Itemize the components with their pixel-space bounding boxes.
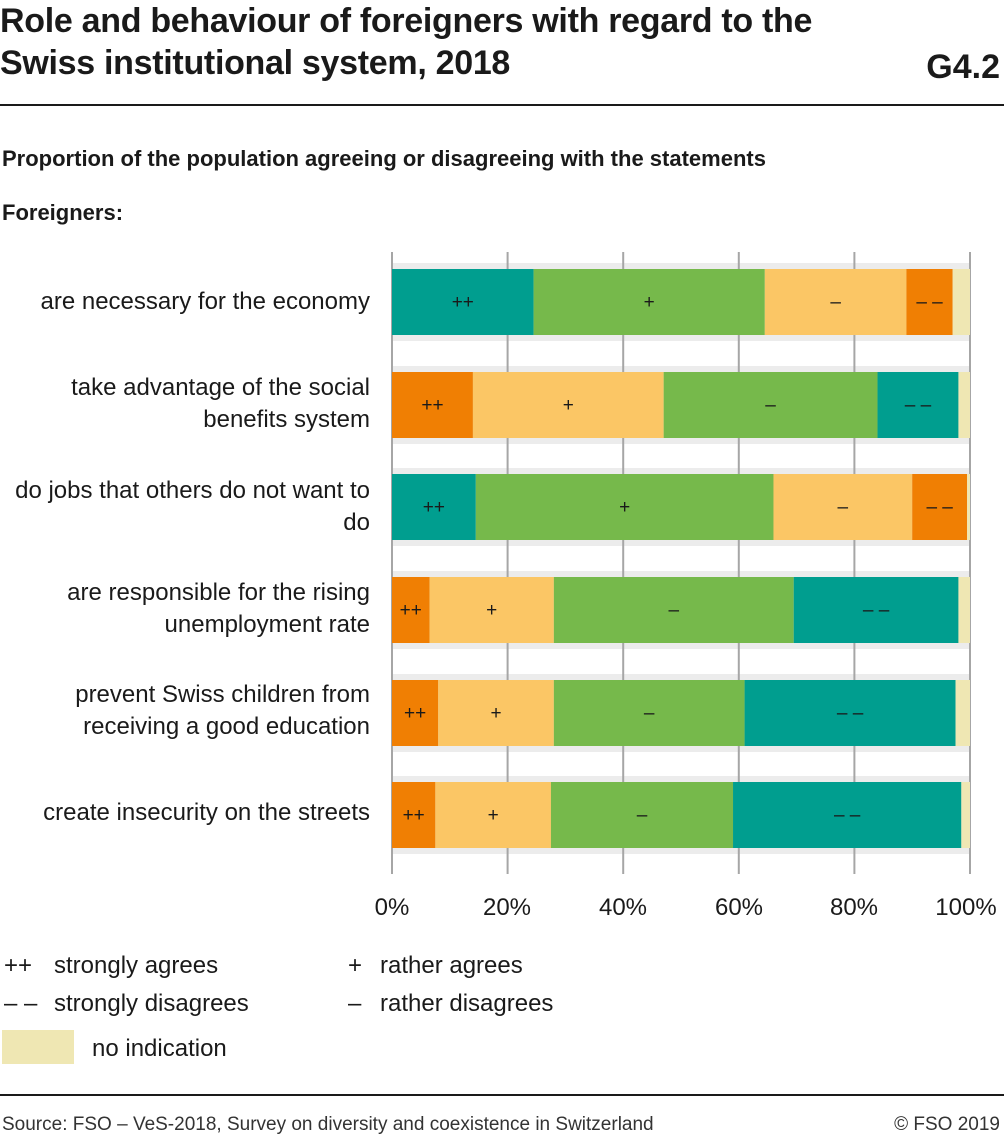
legend-strongly-agrees: ++ strongly agrees bbox=[4, 952, 218, 980]
bar-segment bbox=[435, 782, 551, 848]
category-label: are necessary for the economy bbox=[40, 288, 371, 315]
bar-segment bbox=[955, 680, 970, 746]
bar-segment bbox=[958, 577, 970, 643]
bar-segment bbox=[773, 474, 913, 540]
segment-label: – – bbox=[926, 497, 953, 518]
segment-label: – bbox=[765, 395, 776, 416]
segment-label: – bbox=[838, 497, 849, 518]
footer-divider bbox=[0, 1094, 1004, 1096]
chart-title: Role and behaviour of foreigners with re… bbox=[0, 2, 813, 82]
group-label: Foreigners: bbox=[2, 200, 124, 225]
bar-segment bbox=[392, 782, 436, 848]
segment-label: – bbox=[830, 292, 841, 313]
segment-label: ++ bbox=[403, 805, 425, 826]
category-label: do jobs that others do not want to do bbox=[15, 477, 370, 536]
category-label: take advantage of the social benefits sy… bbox=[71, 374, 370, 433]
source-note: Source: FSO – VeS-2018, Survey on divers… bbox=[2, 1114, 654, 1135]
title-divider bbox=[0, 104, 1004, 106]
bar-segment bbox=[967, 474, 970, 540]
bar-segment bbox=[877, 372, 959, 438]
x-tick-label: 40% bbox=[598, 894, 648, 921]
bar-segment bbox=[952, 269, 970, 335]
stacked-bar-chart: ++ + – – –++ + – – –++ + – – –++ + – – –++ + – – –++ + – –… bbox=[391, 252, 971, 874]
legend-label: strongly agrees bbox=[54, 952, 219, 979]
plot-area bbox=[392, 252, 970, 866]
bar-segment bbox=[475, 474, 774, 540]
bar-segment bbox=[429, 577, 554, 643]
segment-label: + bbox=[486, 600, 497, 621]
bar-segment bbox=[553, 577, 794, 643]
bar-segment bbox=[392, 372, 473, 438]
legend-label: rather agrees bbox=[380, 952, 523, 979]
legend-symbol: – – bbox=[4, 990, 38, 1017]
bar-segment bbox=[912, 474, 968, 540]
chart-code: G4.2 bbox=[926, 48, 1000, 86]
legend-label: strongly disagrees bbox=[54, 990, 249, 1017]
segment-label: + bbox=[563, 395, 574, 416]
bar-segment bbox=[764, 269, 907, 335]
bar-segment bbox=[553, 680, 745, 746]
chart-subtitle: Proportion of the population agreeing or… bbox=[2, 146, 766, 171]
bar-segment bbox=[663, 372, 878, 438]
x-tick-label: 0% bbox=[374, 894, 410, 921]
segment-label: – bbox=[637, 805, 648, 826]
segment-label: – – bbox=[834, 805, 861, 826]
bar-segment bbox=[906, 269, 953, 335]
bar-segment bbox=[472, 372, 664, 438]
segment-label: + bbox=[490, 703, 501, 724]
bar-segment bbox=[392, 269, 534, 335]
bar-segment bbox=[744, 680, 956, 746]
x-tick-label: 80% bbox=[829, 894, 879, 921]
x-tick-label: 20% bbox=[482, 894, 532, 921]
segment-label: ++ bbox=[400, 600, 422, 621]
segment-label: – bbox=[668, 600, 679, 621]
bar-segment bbox=[961, 782, 970, 848]
segment-label: – – bbox=[905, 395, 932, 416]
segment-label: ++ bbox=[421, 395, 443, 416]
category-label: create insecurity on the streets bbox=[43, 799, 370, 826]
segment-label: – – bbox=[863, 600, 890, 621]
bar-segment bbox=[392, 680, 439, 746]
legend-strongly-disagrees: – – strongly disagrees bbox=[4, 990, 249, 1018]
segment-label: ++ bbox=[404, 703, 426, 724]
segment-label: – – bbox=[837, 703, 864, 724]
legend-label: rather disagrees bbox=[380, 990, 554, 1017]
bar-segment bbox=[392, 577, 430, 643]
x-tick-label: 60% bbox=[714, 894, 764, 921]
legend-symbol: ++ bbox=[4, 952, 33, 979]
bar-segment bbox=[438, 680, 554, 746]
legend-no-indication-swatch bbox=[2, 1030, 74, 1064]
legend-rather-agrees: + rather agrees bbox=[348, 952, 523, 980]
category-label: prevent Swiss children from receiving a … bbox=[75, 681, 370, 740]
legend-rather-disagrees: – rather disagrees bbox=[348, 990, 553, 1018]
segment-label: – – bbox=[916, 292, 943, 313]
bar-segment bbox=[550, 782, 734, 848]
x-tick-label: 100% bbox=[935, 894, 997, 921]
segment-label: ++ bbox=[423, 497, 445, 518]
segment-label: + bbox=[488, 805, 499, 826]
legend-symbol: + bbox=[348, 952, 363, 979]
category-label: are responsible for the rising unemploym… bbox=[67, 579, 370, 638]
bar-segment bbox=[733, 782, 962, 848]
legend-symbol: – bbox=[348, 990, 362, 1017]
bar-segment bbox=[533, 269, 765, 335]
bar-segment bbox=[793, 577, 959, 643]
segment-label: + bbox=[619, 497, 630, 518]
copyright: © FSO 2019 bbox=[894, 1114, 1000, 1135]
segment-label: + bbox=[644, 292, 655, 313]
bar-segment bbox=[958, 372, 970, 438]
segment-label: ++ bbox=[452, 292, 474, 313]
legend-no-indication: no indication bbox=[92, 1035, 227, 1062]
segment-label: – bbox=[644, 703, 655, 724]
bar-segment bbox=[392, 474, 476, 540]
